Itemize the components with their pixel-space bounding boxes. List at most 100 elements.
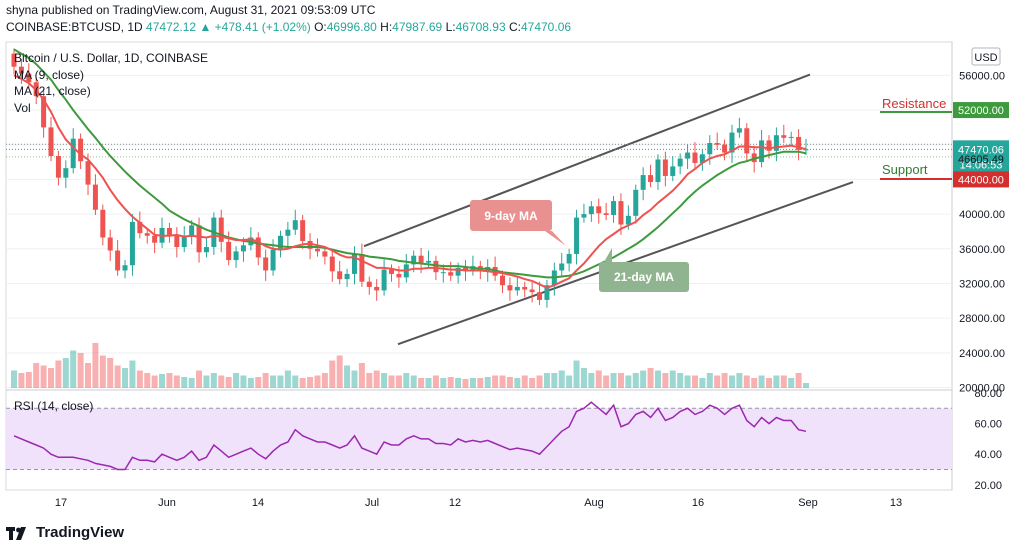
ma21-line — [13, 48, 807, 279]
volume-bar — [654, 370, 661, 388]
time-tick-label: Jun — [158, 497, 176, 509]
volume-bar — [388, 375, 395, 388]
volume-bar — [773, 375, 780, 388]
price-axis: 20000.00 24000.00 28000.00 32000.00 36000.00… — [953, 70, 1009, 492]
candle-body — [189, 225, 195, 237]
volume-bar — [484, 377, 491, 388]
time-tick-label: Jul — [365, 497, 379, 509]
volume-bar — [159, 374, 166, 388]
volume-bar — [751, 378, 758, 388]
candle-body — [766, 140, 772, 151]
volume-bar — [277, 375, 284, 388]
volume-bar — [366, 373, 373, 388]
candle-body — [100, 209, 106, 238]
candle-body — [322, 251, 328, 257]
ma9-callout-box — [470, 200, 552, 231]
last-price: 47472.12 — [146, 20, 197, 34]
footer: TradingView — [6, 524, 124, 541]
candle-body — [307, 240, 313, 249]
rsi-tick-label: 60.00 — [974, 419, 1002, 431]
candle-body — [181, 236, 187, 248]
volume-bar — [403, 373, 410, 388]
volume-bar — [196, 370, 203, 388]
candle-body — [559, 263, 565, 271]
candle-body — [566, 253, 572, 264]
volume-bar — [514, 378, 521, 388]
candle-body — [677, 158, 683, 167]
volume-bar — [595, 370, 602, 388]
rsi-pane — [6, 401, 952, 471]
candle-body — [544, 285, 550, 300]
legend-ma21: MA (21, close) — [14, 84, 91, 98]
volume-bar — [447, 377, 454, 388]
currency-button[interactable]: USD — [971, 47, 1001, 66]
price-tick-label: 32000.00 — [959, 278, 1005, 290]
volume-bar — [114, 365, 121, 388]
volume-bar — [706, 373, 713, 388]
volume-bar — [462, 379, 469, 388]
close-label: C: — [508, 20, 521, 34]
ma9-callout-text: 9-day MA — [484, 209, 538, 223]
candle-body — [18, 66, 24, 74]
candle-body — [507, 285, 513, 291]
candle-body — [448, 272, 454, 276]
candle-body — [685, 152, 691, 159]
low-label: L: — [445, 20, 456, 34]
candle-body — [337, 271, 343, 280]
price-tick-label: 40000.00 — [959, 209, 1005, 221]
volume-bar — [336, 355, 343, 388]
candle-body — [226, 241, 232, 261]
support-label: Support — [882, 162, 928, 177]
volume-bar — [25, 372, 32, 388]
volume-bar — [344, 365, 351, 388]
candle-body — [92, 184, 98, 210]
candle-body — [255, 237, 261, 258]
open-value: 46996.80 — [326, 20, 377, 34]
candle-body — [122, 265, 128, 271]
candle-body — [314, 248, 320, 252]
candle-body — [759, 140, 765, 163]
volume-bar — [151, 375, 158, 388]
time-axis: 17 Jun 14 Jul 12 Aug 16 Sep 13 — [55, 497, 902, 509]
volume-bar — [18, 373, 25, 388]
volume-bar — [699, 378, 706, 388]
volume-bar — [758, 375, 765, 388]
candle-body — [115, 250, 121, 271]
ma21-callout: 21-day MA — [599, 248, 689, 292]
candle-body — [359, 253, 365, 282]
candle-body — [196, 225, 202, 253]
candle-body — [203, 247, 209, 253]
currency-label[interactable]: USD — [974, 52, 997, 64]
price-change: ▲ +478.41 (+1.02%) — [199, 20, 311, 34]
volume-bar — [647, 368, 654, 388]
candle-body — [803, 149, 809, 151]
candle-body — [70, 138, 76, 169]
time-tick-label: 16 — [692, 497, 704, 509]
volume-bar — [440, 378, 447, 388]
volume-bar — [410, 375, 417, 388]
volume-bar — [77, 353, 84, 388]
volume-bar — [506, 377, 513, 388]
volume-bar — [85, 363, 92, 388]
candle-body — [41, 96, 47, 128]
volume-bar — [136, 370, 143, 388]
candle-body — [781, 135, 787, 138]
volume-bar — [662, 373, 669, 388]
candle-body — [699, 154, 705, 163]
candle-body — [277, 235, 283, 250]
candle-body — [440, 272, 446, 274]
candle-body — [263, 257, 269, 271]
low-value: 46708.93 — [455, 20, 506, 34]
candles — [11, 48, 809, 308]
volume-bar — [381, 373, 388, 388]
volume-bar — [566, 375, 573, 388]
candle-body — [522, 286, 528, 290]
candle-body — [596, 206, 602, 214]
volume-bar — [233, 373, 240, 388]
volume-bar — [580, 368, 587, 388]
candle-body — [240, 245, 246, 252]
candle-body — [78, 138, 84, 162]
volume-bar — [603, 375, 610, 388]
volume-bar — [551, 373, 558, 388]
